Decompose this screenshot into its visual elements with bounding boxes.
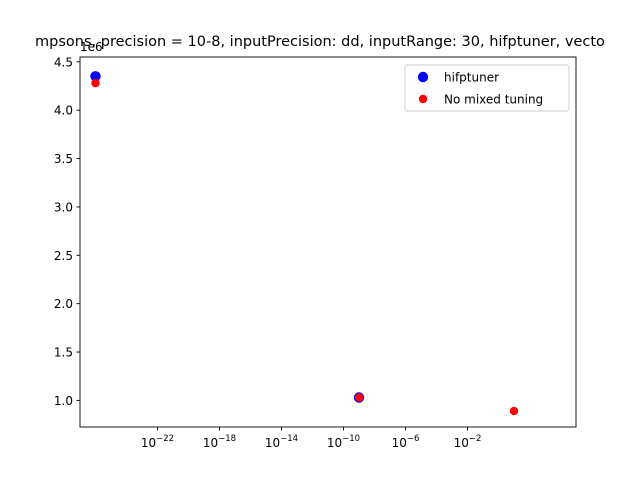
data-point-hifptuner bbox=[90, 71, 101, 82]
x-tick-label-exponent: −6 bbox=[407, 434, 420, 444]
y-tick-label: 4.5 bbox=[54, 55, 73, 69]
x-axis: 10−22 10−18 10−14 10−10 10−6 10−2 bbox=[141, 427, 482, 450]
data-point-no-mixed-tuning bbox=[354, 393, 364, 402]
data-point-no-mixed-tuning bbox=[509, 406, 519, 416]
y-tick-label: 4.0 bbox=[54, 104, 73, 118]
data-points bbox=[90, 71, 519, 416]
data-point-no-mixed-tuning bbox=[91, 78, 100, 88]
x-tick-label: 10−10 bbox=[327, 434, 360, 450]
y-tick-label: 3.0 bbox=[54, 200, 73, 214]
x-tick-label-base: 10 bbox=[203, 436, 218, 450]
x-tick-label-base: 10 bbox=[141, 436, 156, 450]
x-tick-label-base: 10 bbox=[327, 436, 342, 450]
x-tick-label-base: 10 bbox=[392, 436, 407, 450]
y-tick-label: 2.0 bbox=[54, 297, 73, 311]
y-tick-label: 3.5 bbox=[54, 152, 73, 166]
x-tick-label: 10−6 bbox=[392, 434, 420, 450]
x-tick-label-exponent: −2 bbox=[469, 434, 482, 444]
x-tick-label: 10−14 bbox=[265, 434, 298, 450]
legend-marker bbox=[418, 94, 428, 104]
x-tick-label: 10−18 bbox=[203, 434, 236, 450]
legend-label: No mixed tuning bbox=[444, 93, 543, 107]
legend-box bbox=[404, 64, 570, 112]
legend: hifptuner No mixed tuning bbox=[404, 64, 570, 112]
x-tick-label: 10−2 bbox=[454, 434, 482, 450]
y-axis-offset-label: 1e6 bbox=[80, 40, 103, 54]
x-tick-label-exponent: −10 bbox=[342, 434, 360, 444]
legend-label: hifptuner bbox=[444, 71, 499, 85]
x-tick-label-base: 10 bbox=[454, 436, 469, 450]
chart-title: mpsons, precision = 10-8, inputPrecision… bbox=[35, 34, 605, 50]
legend-marker bbox=[417, 71, 429, 83]
y-tick-label: 1.0 bbox=[54, 394, 73, 408]
plot-frame bbox=[79, 56, 577, 428]
y-tick-label: 2.5 bbox=[54, 249, 73, 263]
x-tick-label-exponent: −14 bbox=[280, 434, 298, 444]
x-tick-label-exponent: −18 bbox=[218, 434, 236, 444]
x-tick-label: 10−22 bbox=[141, 434, 174, 450]
y-tick-label: 1.5 bbox=[54, 346, 73, 360]
y-axis: 1.0 1.5 2.0 2.5 3.0 3.5 4.0 4.5 bbox=[54, 55, 80, 408]
x-tick-label-exponent: −22 bbox=[156, 434, 174, 444]
x-tick-label-base: 10 bbox=[265, 436, 280, 450]
